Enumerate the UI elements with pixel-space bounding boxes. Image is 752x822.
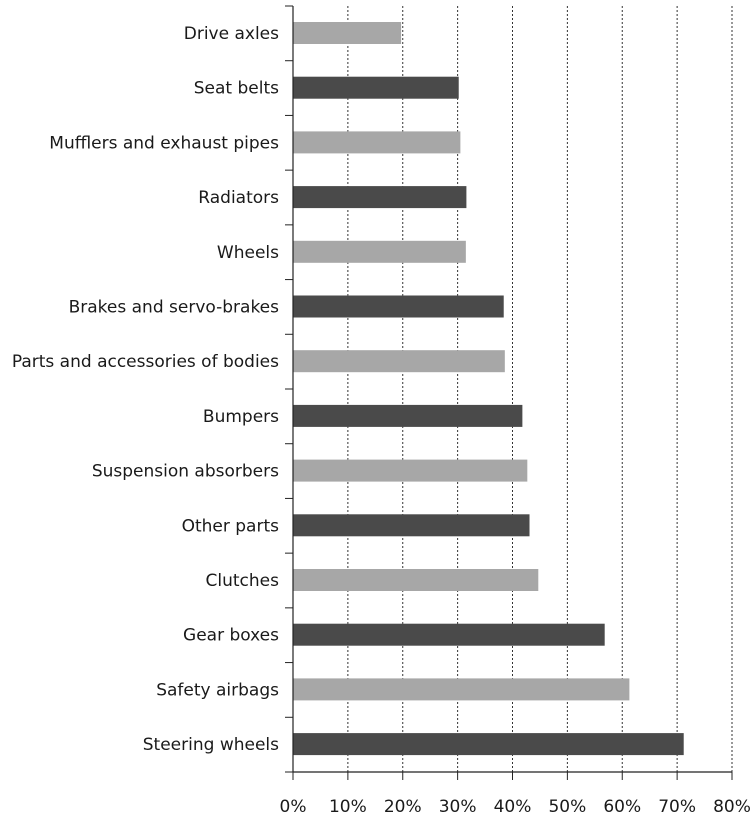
category-label-1: Seat belts [194,79,279,99]
bar-11 [293,623,605,646]
x-tick-label-0: 0% [280,797,307,817]
bar-7 [293,404,523,427]
category-label-13: Steering wheels [143,735,279,755]
x-tick-labels: 0% 10% 20% 30% 40% 50% 60% 70% 80% [280,797,751,817]
category-label-6: Parts and accessories of bodies [12,352,279,372]
bar-4 [293,240,466,263]
category-label-11: Gear boxes [183,626,279,646]
category-label-9: Other parts [182,516,280,536]
bar-1 [293,76,459,99]
bar-10 [293,569,539,591]
grid-lines [347,6,733,772]
x-tick-label-10: 10% [329,797,367,817]
bar-0 [293,22,402,44]
category-label-10: Clutches [206,571,280,591]
bar-2 [293,131,461,154]
category-label-2: Mufflers and exhaust pipes [49,133,279,153]
bar-12 [293,678,630,701]
x-tick-label-60: 60% [603,797,641,817]
category-label-3: Radiators [198,188,279,208]
bars [293,22,684,756]
category-label-12: Safety airbags [156,680,279,700]
x-tick-label-50: 50% [548,797,586,817]
axes [285,5,733,780]
category-label-0: Drive axles [184,24,279,44]
bar-3 [293,186,467,209]
bar-8 [293,459,528,482]
x-tick-label-40: 40% [494,797,532,817]
x-tick-label-70: 70% [658,797,696,817]
bar-13 [293,733,684,756]
bar-5 [293,295,504,318]
x-tick-label-80: 80% [713,797,751,817]
category-labels: Drive axles Seat belts Mufflers and exhaus… [12,24,279,755]
x-tick-label-30: 30% [439,797,477,817]
x-tick-label-20: 20% [384,797,422,817]
category-label-8: Suspension absorbers [92,462,279,482]
category-label-4: Wheels [217,243,279,263]
bar-9 [293,514,530,537]
category-label-7: Bumpers [203,407,279,427]
bar-6 [293,350,505,373]
category-label-5: Brakes and servo-brakes [69,298,280,318]
